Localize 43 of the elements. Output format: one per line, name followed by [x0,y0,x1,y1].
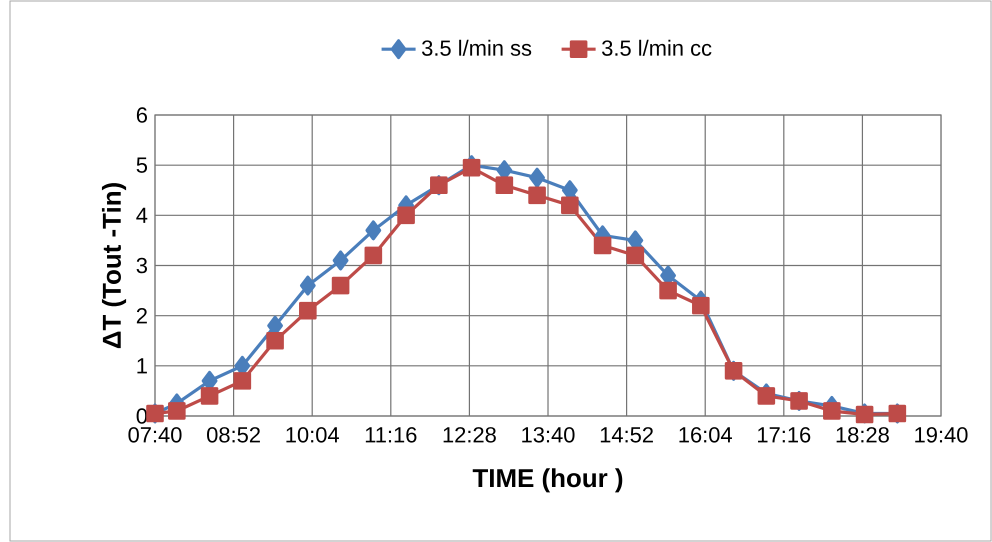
x-tick-label: 08:52 [207,427,260,443]
x-tick-label: 11:16 [366,427,416,443]
x-tick-label: 18:28 [836,427,889,443]
point [200,387,218,405]
point [300,276,316,296]
x-tick-label: 13:40 [522,427,575,443]
point [234,372,252,390]
point [496,176,514,194]
y-tick-label: 5 [136,158,148,173]
x-tick-label: 07:40 [128,427,182,443]
point [299,302,317,320]
legend-label: 3.5 l/min cc [602,40,712,56]
x-tick-label: 16:04 [679,427,732,443]
point [365,220,382,240]
point [364,246,382,264]
legend-label: 3.5 l/min ss [422,40,532,56]
y-tick-label: 2 [136,308,147,324]
point [397,206,415,224]
x-tick-label: 10:04 [286,427,339,443]
y-axis-title: ΔT (Tout -Tin) [102,183,126,348]
point [266,332,284,350]
point [561,196,579,214]
x-tick-label: 12:28 [444,427,496,443]
x-axis-title: TIME (hour ) [472,468,622,492]
point [529,168,545,188]
y-tick-label: 1 [137,358,147,374]
x-tick-label: 19:40 [915,427,968,443]
y-tick-label: 6 [136,107,147,123]
point [462,158,480,176]
x-tick-label: 14:52 [600,427,653,443]
x-tick-label: 17:16 [758,427,810,443]
y-tick-label: 3 [136,258,147,274]
point [758,387,776,405]
point [659,282,677,300]
point [332,250,348,270]
point [594,236,612,254]
point [168,402,186,420]
point [332,276,350,294]
point [823,402,841,420]
point [528,186,546,204]
point [626,246,644,264]
point [692,296,710,314]
y-tick-label: 4 [136,208,148,223]
